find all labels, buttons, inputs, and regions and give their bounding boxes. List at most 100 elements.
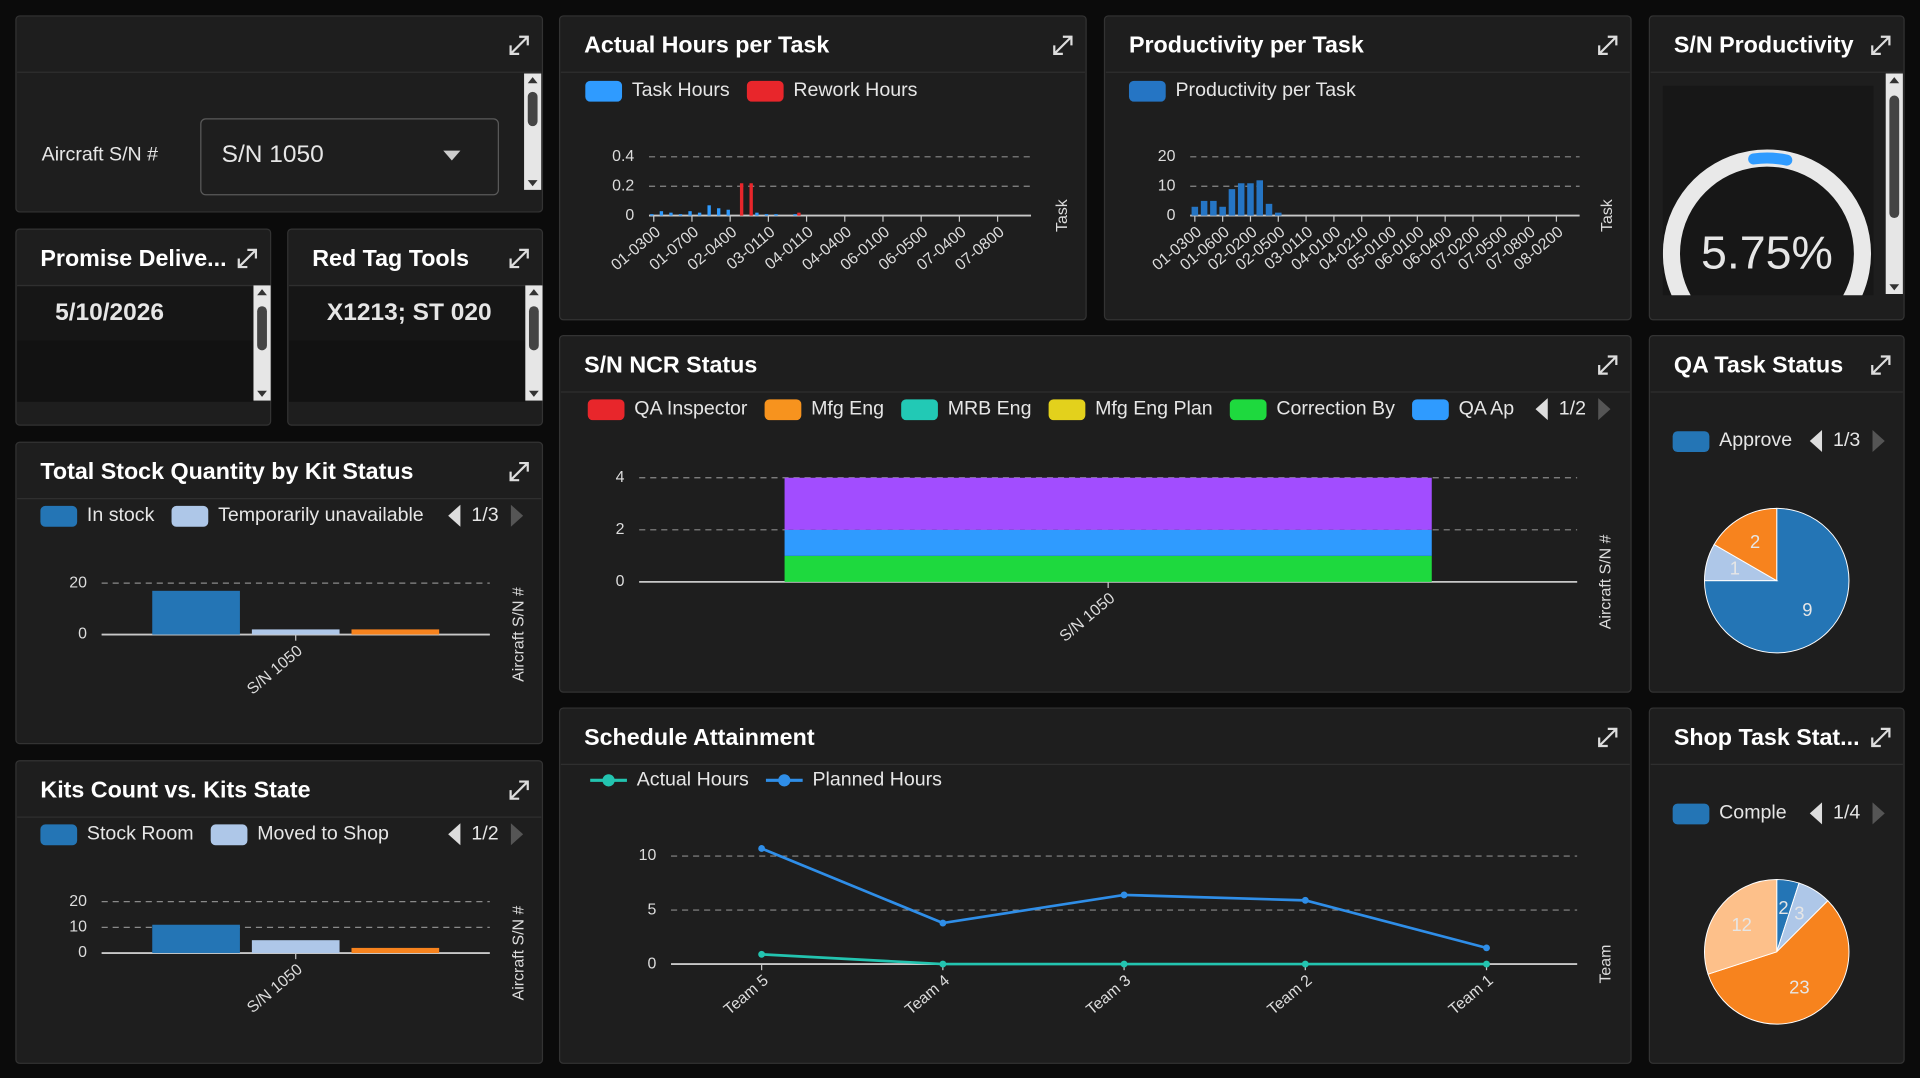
panel-title: Productivity per Task (1129, 32, 1364, 58)
legend-label[interactable]: Approve (1719, 429, 1792, 451)
pager-label: 1/2 (471, 822, 498, 844)
y-tick-label: 0.4 (612, 148, 634, 165)
expand-button[interactable] (1598, 727, 1618, 748)
legend-label[interactable]: Correction By (1276, 397, 1395, 419)
legend-label[interactable]: Actual Hours (637, 768, 749, 790)
pie-label: 9 (1802, 599, 1812, 620)
legend-label[interactable]: Moved to Shop (257, 822, 389, 844)
legend-label[interactable]: Temporarily unavailable (218, 504, 424, 526)
scrollbar-thumb[interactable] (527, 91, 538, 127)
legend-label[interactable]: Stock Room (87, 822, 194, 844)
expand-button[interactable] (1871, 355, 1891, 375)
point (1483, 944, 1490, 952)
scrollbar-thumb[interactable] (1889, 95, 1900, 219)
pager-prev[interactable] (1809, 802, 1823, 825)
y-tick-label: 20 (69, 574, 87, 591)
pager-next[interactable] (1872, 429, 1885, 453)
card-row (288, 340, 526, 402)
legend-label[interactable]: QA Inspector (634, 397, 748, 419)
expand-button[interactable] (1598, 35, 1618, 56)
point (939, 919, 947, 927)
legend-swatch (1128, 80, 1166, 102)
x-axis-title: Team (1598, 945, 1615, 984)
bar (793, 214, 797, 216)
legend-label[interactable]: QA Ap (1459, 397, 1515, 419)
panel-title: QA Task Status (1674, 351, 1843, 377)
expand-button[interactable] (509, 461, 529, 482)
legend-label[interactable]: MRB Eng (948, 397, 1032, 419)
expand-button[interactable] (509, 35, 529, 56)
gauge: 5.75% (1662, 149, 1871, 296)
dropdown[interactable]: S/N 1050 (200, 118, 499, 196)
x-axis-title: Task (1054, 199, 1071, 232)
expand-button[interactable] (1053, 35, 1073, 56)
legend-label[interactable]: Planned Hours (812, 768, 942, 790)
legend-label[interactable]: Comple (1719, 802, 1787, 824)
card-row (288, 286, 526, 341)
pager-label: 1/3 (471, 504, 498, 526)
bar (797, 212, 801, 216)
legend: Productivity per Task (1128, 79, 1356, 102)
legend-swatch (587, 399, 625, 421)
pager-next[interactable] (1598, 398, 1611, 421)
bar (726, 209, 730, 216)
expand-button[interactable] (1871, 35, 1891, 56)
legend-swatch (1048, 399, 1086, 421)
legend: Task Hours Rework Hours (585, 79, 918, 102)
card-value: X1213; ST 020 (327, 299, 492, 326)
legend-label[interactable]: Mfg Eng Plan (1095, 397, 1213, 419)
bar (1210, 200, 1217, 216)
expand-button[interactable] (1598, 355, 1618, 375)
pager-next[interactable] (510, 504, 524, 527)
legend: Comple (1672, 802, 1787, 825)
dropdown-box[interactable] (200, 118, 499, 196)
x-axis-title: Aircraft S/N # (1598, 534, 1615, 629)
scrollbar-thumb[interactable] (528, 306, 539, 351)
bar (755, 212, 759, 216)
pager-prev[interactable] (448, 504, 461, 527)
bar (764, 214, 769, 216)
scrollbar-thumb[interactable] (257, 306, 267, 351)
filter-label: Aircraft S/N # (42, 144, 158, 166)
pager-prev[interactable] (448, 823, 461, 846)
pager-prev[interactable] (1535, 398, 1548, 421)
expand-button[interactable] (509, 248, 529, 269)
bar (1200, 200, 1208, 216)
y-tick-label: 20 (69, 893, 87, 910)
y-tick-label: 10 (69, 919, 87, 936)
panel-title: S/N NCR Status (584, 351, 757, 377)
legend-label[interactable]: Task Hours (632, 79, 730, 101)
pager-next[interactable] (1872, 802, 1885, 825)
point (1483, 960, 1490, 968)
point (1301, 960, 1309, 968)
legend-swatch (40, 824, 78, 846)
legend-label[interactable]: Rework Hours (793, 79, 917, 101)
bar (669, 212, 673, 216)
legend-label[interactable]: In stock (87, 504, 155, 526)
legend-label[interactable]: Productivity per Task (1176, 79, 1356, 101)
legend-swatch (1412, 399, 1449, 421)
gauge-label: 5.75% (1701, 226, 1833, 278)
expand-button[interactable] (237, 248, 258, 269)
legend-label[interactable]: Mfg Eng (811, 397, 884, 419)
pager-prev[interactable] (1809, 429, 1823, 453)
legend-swatch-dot (778, 774, 791, 787)
y-tick-label: 20 (1158, 148, 1176, 165)
pager-label: 1/4 (1833, 802, 1860, 824)
dropdown-value[interactable]: S/N 1050 (222, 141, 324, 168)
dropdown-caret[interactable] (443, 150, 461, 161)
legend-swatch (210, 824, 248, 846)
bar-segment (784, 529, 1432, 556)
expand-button[interactable] (1871, 727, 1891, 748)
bar (739, 183, 744, 216)
pager-next[interactable] (510, 823, 524, 846)
gauge-value (1748, 152, 1793, 166)
x-axis-title: Aircraft S/N # (510, 906, 527, 1001)
legend: In stock Temporarily unavailable (40, 504, 424, 527)
legend: QA Inspector Mfg Eng MRB Eng Mfg Eng Plan Co… (587, 397, 1515, 421)
expand-button[interactable] (509, 780, 529, 800)
scrollbar-track[interactable] (524, 73, 542, 190)
y-tick-label: 0 (78, 626, 87, 643)
panel (1103, 15, 1632, 321)
